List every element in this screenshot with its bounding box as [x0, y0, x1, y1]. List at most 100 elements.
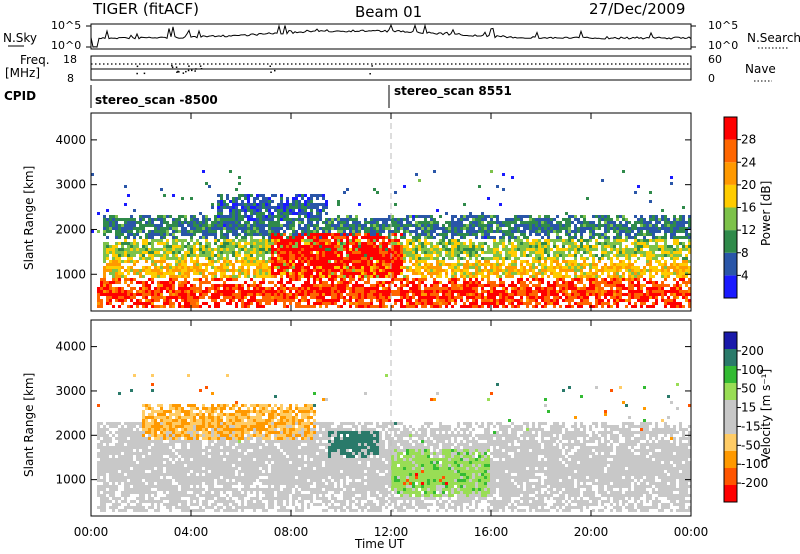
power-cells-cell [295, 266, 298, 269]
power-cells-cell [508, 239, 511, 242]
power-cells-cell [508, 257, 511, 260]
power-cells-cell [160, 293, 163, 296]
power-cells-cell [679, 230, 682, 233]
power-cells-cell [514, 239, 517, 242]
power-cells-cell [271, 194, 274, 197]
power-cells-cell [529, 275, 532, 278]
power-cells-cell [340, 272, 343, 275]
power-cells-cell [367, 236, 370, 239]
power-cells-cell [337, 230, 340, 233]
power-cells-cell [460, 290, 463, 293]
power-cells-cell [340, 275, 343, 278]
power-cells-cell [199, 269, 202, 272]
power-cells-cell [271, 224, 274, 227]
power-cells-cell [619, 227, 622, 230]
power-cells-cell [517, 215, 520, 218]
power-cells-cell [172, 236, 175, 239]
power-cells-cell [247, 263, 250, 266]
power-cells-cell [424, 257, 427, 260]
power-cells-cell [319, 257, 322, 260]
power-cells-cell [508, 218, 511, 221]
power-cells-cell [181, 275, 184, 278]
power-cells-cell [559, 287, 562, 290]
power-cells-cell [553, 269, 556, 272]
power-cells-cell [676, 248, 679, 251]
power-cells-cell [442, 302, 445, 305]
power-cells-cell [346, 257, 349, 260]
power-cells-cell [310, 263, 313, 266]
power-cells-cell [580, 257, 583, 260]
power-cells-cell [364, 230, 367, 233]
power-cells-cell [193, 260, 196, 263]
power-cells-cell [163, 248, 166, 251]
power-cells-cell [598, 236, 601, 239]
power-cells-cell [268, 251, 271, 254]
power-cells-cell [289, 221, 292, 224]
power-cells-cell [148, 248, 151, 251]
power-cells-cell [349, 281, 352, 284]
power-cells-cell [106, 296, 109, 299]
power-cells-cell [205, 251, 208, 254]
power-cells-cell [496, 263, 499, 266]
power-cells-cell [526, 269, 529, 272]
power-cells-cell [292, 278, 295, 281]
power-cells-cell [577, 251, 580, 254]
power-cells-cell [274, 272, 277, 275]
power-cells-cell [487, 302, 490, 305]
power-cells-cell [673, 287, 676, 290]
power-cells-cell [205, 293, 208, 296]
power-cells-cell [118, 287, 121, 290]
power-cells-cell [373, 263, 376, 266]
power-cells-cell [601, 236, 604, 239]
power-cells-cell [352, 248, 355, 251]
power-cells-cell [400, 284, 403, 287]
power-cells-cell [568, 224, 571, 227]
power-cells-cell [163, 296, 166, 299]
power-cells-cell [664, 263, 667, 266]
power-cells-cell [340, 251, 343, 254]
power-cells-cell [682, 245, 685, 248]
power-cells-cell [475, 290, 478, 293]
power-cells-cell [289, 209, 292, 212]
power-cells-cell [340, 221, 343, 224]
power-cells-cell [625, 221, 628, 224]
power-cells-cell [253, 206, 256, 209]
power-cells-cell [511, 254, 514, 257]
power-cells-cell [394, 191, 397, 194]
power-cells-cell [634, 224, 637, 227]
power-cells-cell [415, 224, 418, 227]
power-cells-cell [523, 293, 526, 296]
power-cells-cell [271, 260, 274, 263]
power-cells-cell [673, 236, 676, 239]
power-cells-cell [460, 299, 463, 302]
power-cells-cell [670, 266, 673, 269]
power-cells-cell [109, 224, 112, 227]
power-cells-cell [241, 248, 244, 251]
power-cells-cell [244, 302, 247, 305]
power-cells-cell [352, 233, 355, 236]
power-cells-cell [661, 290, 664, 293]
power-cells-cell [394, 284, 397, 287]
power-cells-cell [487, 224, 490, 227]
power-cells-cell [424, 296, 427, 299]
power-cells-cell [547, 224, 550, 227]
power-cells-cell [142, 248, 145, 251]
power-cells-cell [223, 224, 226, 227]
power-cells-cell [676, 224, 679, 227]
power-cells-cell [487, 305, 490, 308]
power-cells-cell [448, 254, 451, 257]
power-cells-cell [214, 272, 217, 275]
power-cells-cell [106, 299, 109, 302]
power-cells-cell [535, 227, 538, 230]
power-cells-cell [151, 230, 154, 233]
power-cells-cell [559, 305, 562, 308]
power-cells-cell [304, 293, 307, 296]
power-cells-cell [511, 242, 514, 245]
power-cells-cell [502, 299, 505, 302]
power-cells-cell [115, 266, 118, 269]
power-cells-cell [253, 233, 256, 236]
power-cells-cell [127, 272, 130, 275]
power-cells-cell [637, 218, 640, 221]
power-cells-cell [670, 227, 673, 230]
power-cells-cell [583, 272, 586, 275]
